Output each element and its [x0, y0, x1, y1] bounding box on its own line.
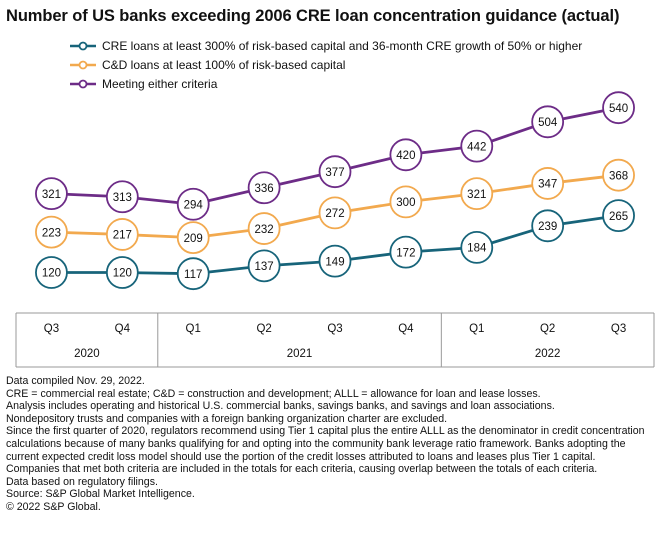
year-label-1: 2021 — [287, 348, 313, 360]
year-label-2: 2022 — [535, 348, 561, 360]
tick-label-4: Q3 — [327, 323, 342, 335]
data-label-1-7: 347 — [538, 179, 557, 191]
note-abbreviations: CRE = commercial real estate; C&D = cons… — [6, 387, 541, 400]
data-point-2-8 — [602, 91, 635, 125]
legend-label-either: Meeting either criteria — [102, 76, 218, 91]
note-exclusions: Nondepository trusts and companies with … — [6, 412, 448, 425]
data-label-0-2: 117 — [184, 269, 202, 281]
data-label-0-1: 120 — [113, 268, 132, 280]
data-point-2-3 — [247, 171, 281, 205]
data-label-2-2: 294 — [184, 199, 204, 211]
legend-item-either: Meeting either criteria — [70, 74, 582, 93]
data-label-0-7: 239 — [538, 221, 557, 233]
data-point-2-4 — [318, 155, 352, 189]
data-point-1-2 — [176, 221, 210, 255]
data-label-1-6: 321 — [467, 189, 486, 201]
data-point-0-7 — [531, 209, 565, 243]
chart-title: Number of US banks exceeding 2006 CRE lo… — [6, 7, 620, 25]
data-point-2-5 — [389, 138, 423, 172]
legend-swatch-either — [70, 79, 96, 88]
data-point-1-7 — [531, 167, 565, 200]
note-compiled: Data compiled Nov. 29, 2022. — [6, 375, 145, 387]
data-label-1-1: 217 — [113, 230, 132, 242]
data-point-1-1 — [105, 218, 139, 251]
note-data-basis: Data based on regulatory filings. — [6, 475, 158, 488]
data-label-1-4: 272 — [325, 208, 344, 220]
tick-label-7: Q2 — [540, 323, 555, 335]
data-label-2-8: 540 — [609, 103, 628, 115]
line-chart: 120 120 117 137 149 172 184 239 265 223 217 209 232 2… — [15, 91, 655, 368]
data-label-2-3: 336 — [255, 183, 274, 195]
data-label-1-8: 368 — [609, 170, 628, 182]
data-label-2-6: 442 — [467, 141, 486, 153]
tick-label-3: Q2 — [256, 323, 271, 335]
legend-label-cd: C&D loans at least 100% of risk-based ca… — [102, 57, 346, 72]
legend-label-cre: CRE loans at least 300% of risk-based ca… — [102, 38, 583, 53]
data-point-0-6 — [460, 231, 494, 264]
tick-label-6: Q1 — [469, 323, 484, 335]
data-label-0-0: 120 — [42, 268, 61, 280]
data-point-0-3 — [247, 249, 281, 283]
data-label-2-5: 420 — [396, 150, 415, 162]
data-point-2-2 — [176, 187, 210, 221]
chart-notes: Data compiled Nov. 29, 2022. CRE = comme… — [6, 375, 654, 514]
year-label-0: 2020 — [74, 348, 100, 360]
tick-label-8: Q3 — [611, 323, 626, 335]
data-point-0-4 — [318, 244, 352, 278]
data-point-0-1 — [105, 256, 139, 289]
legend-swatch-cre — [70, 41, 96, 50]
data-label-2-0: 321 — [42, 189, 61, 201]
legend-item-cre: CRE loans at least 300% of risk-based ca… — [70, 36, 582, 55]
data-point-1-5 — [389, 185, 423, 219]
data-label-0-8: 265 — [609, 211, 628, 223]
data-label-1-0: 223 — [42, 227, 61, 239]
data-label-0-4: 149 — [325, 256, 344, 268]
tick-label-1: Q4 — [115, 323, 131, 335]
data-point-1-0 — [35, 215, 68, 249]
data-label-1-2: 209 — [184, 233, 203, 245]
note-source: Source: S&P Global Market Intelligence. — [6, 488, 195, 501]
data-label-2-4: 377 — [325, 167, 344, 179]
legend-item-cd: C&D loans at least 100% of risk-based ca… — [70, 55, 582, 74]
data-point-0-0 — [35, 256, 68, 289]
data-label-0-5: 172 — [396, 247, 415, 259]
data-label-2-1: 313 — [113, 192, 132, 204]
data-point-2-7 — [531, 105, 565, 139]
tick-label-2: Q1 — [186, 323, 201, 335]
data-point-1-4 — [318, 196, 352, 230]
note-analysis: Analysis includes operating and historic… — [6, 400, 555, 413]
data-label-0-3: 137 — [255, 261, 274, 273]
data-label-1-5: 300 — [396, 197, 415, 209]
data-point-0-2 — [176, 257, 210, 291]
data-point-1-8 — [602, 158, 635, 192]
note-methodology: Since the first quarter of 2020, regulat… — [6, 425, 645, 463]
note-copyright: © 2022 S&P Global. — [6, 500, 101, 513]
data-point-1-3 — [247, 212, 281, 245]
data-point-2-1 — [105, 180, 139, 214]
legend-swatch-cd — [70, 60, 96, 69]
data-point-0-5 — [389, 235, 423, 269]
data-point-2-6 — [460, 129, 494, 163]
chart-legend: CRE loans at least 300% of risk-based ca… — [70, 36, 582, 93]
data-point-0-8 — [602, 199, 635, 233]
data-label-1-3: 232 — [255, 224, 274, 236]
tick-label-5: Q4 — [398, 323, 414, 335]
data-point-2-0 — [35, 177, 68, 211]
data-point-1-6 — [460, 177, 494, 211]
data-label-0-6: 184 — [467, 243, 487, 255]
note-overlap: Companies that met both criteria are inc… — [6, 463, 598, 476]
tick-label-0: Q3 — [44, 323, 59, 335]
data-label-2-7: 504 — [538, 117, 558, 129]
